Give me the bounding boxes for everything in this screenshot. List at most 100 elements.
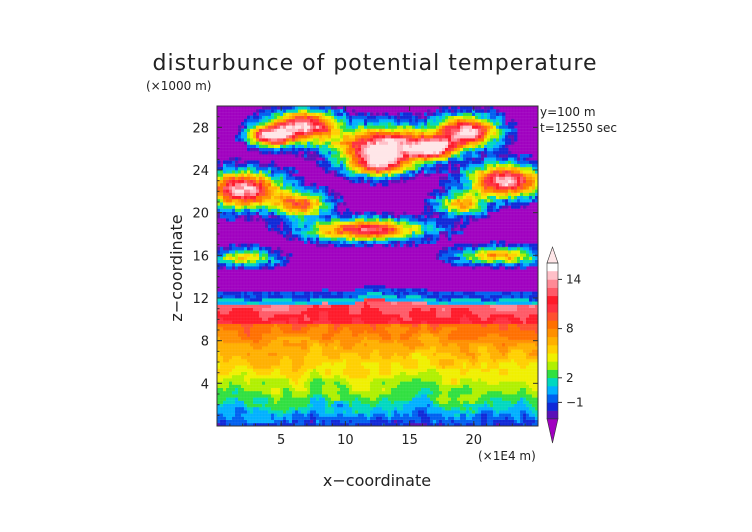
heatmap-cell [409,397,413,401]
heatmap-cell [502,371,506,376]
heatmap-cell [238,355,242,360]
heatmap-cell [334,394,338,398]
heatmap-cell [523,397,527,401]
heatmap-cell [409,403,413,408]
heatmap-cell [298,413,302,417]
heatmap-cell [535,349,539,353]
heatmap-cell [439,410,443,414]
heatmap-cell [235,346,239,350]
heatmap-cell [244,304,248,308]
heatmap-cell [415,326,419,331]
heatmap-cell [307,330,311,334]
heatmap-cell [388,339,392,344]
heatmap-cell [493,250,497,254]
heatmap-cell [436,349,440,353]
heatmap-cell [382,352,386,356]
heatmap-cell [388,362,392,366]
heatmap-cell [526,365,530,369]
heatmap-cell [352,397,356,401]
heatmap-cell [433,307,437,312]
heatmap-cell [349,362,353,366]
heatmap-cell [289,298,293,302]
heatmap-cell [334,243,338,248]
heatmap-cell [520,294,524,299]
heatmap-cell [514,320,518,324]
heatmap-cell [352,416,356,420]
heatmap-cell [463,243,467,248]
heatmap-cell [352,323,356,328]
heatmap-cell [367,406,371,411]
heatmap-cell [274,384,278,388]
heatmap-cell [289,381,293,385]
heatmap-cell [502,355,506,360]
heatmap-cell [343,339,347,344]
heatmap-cell [499,410,503,414]
heatmap-cell [277,410,281,414]
heatmap-cell [322,294,326,299]
heatmap-cell [337,390,341,395]
heatmap-cell [328,323,332,328]
heatmap-cell [271,349,275,353]
heatmap-cell [466,246,470,251]
heatmap-cell [517,419,521,424]
heatmap-cell [283,419,287,424]
heatmap-cell [448,250,452,254]
heatmap-cell [391,298,395,302]
heatmap-cell [523,371,527,376]
heatmap-cell [376,397,380,401]
heatmap-cell [457,336,461,340]
heatmap-cell [526,400,530,404]
heatmap-cell [256,403,260,408]
heatmap-cell [325,362,329,366]
heatmap-cell [316,368,320,372]
heatmap-cell [226,416,230,420]
heatmap-cell [265,333,269,337]
heatmap-cell [406,330,410,334]
heatmap-cell [358,291,362,296]
heatmap-cell [286,333,290,337]
heatmap-cell [535,397,539,401]
heatmap-cell [508,394,512,398]
heatmap-cell [427,387,431,392]
heatmap-cell [472,349,476,353]
heatmap-cell [328,384,332,388]
heatmap-cell [529,291,533,296]
heatmap-cell [508,243,512,248]
heatmap-cell [505,365,509,369]
heatmap-cell [400,422,404,427]
heatmap-cell [349,346,353,350]
heatmap-cell [361,355,365,360]
heatmap-cell [256,358,260,363]
heatmap-cell [523,374,527,379]
heatmap-cell [478,403,482,408]
heatmap-cell [313,349,317,353]
heatmap-cell [256,413,260,417]
heatmap-cell [439,355,443,360]
heatmap-cell [229,371,233,376]
heatmap-cell [514,358,518,363]
heatmap-cell [328,365,332,369]
heatmap-cell [232,323,236,328]
heatmap-cell [280,416,284,420]
heatmap-cell [217,326,221,331]
heatmap-cell [415,397,419,401]
heatmap-cell [262,346,266,350]
heatmap-cell [367,346,371,350]
heatmap-cell [358,294,362,299]
heatmap-cell [319,310,323,315]
heatmap-cell [250,378,254,382]
heatmap-cell [526,374,530,379]
heatmap-cell [451,314,455,318]
heatmap-cell [469,419,473,424]
heatmap-cell [511,384,515,388]
heatmap-cell [373,413,377,417]
heatmap-cell [391,307,395,312]
heatmap-cell [532,320,536,324]
heatmap-cell [478,362,482,366]
heatmap-cell [460,362,464,366]
heatmap-cell [421,371,425,376]
heatmap-cell [442,371,446,376]
heatmap-cell [412,374,416,379]
heatmap-cell [490,310,494,315]
heatmap-cell [223,394,227,398]
